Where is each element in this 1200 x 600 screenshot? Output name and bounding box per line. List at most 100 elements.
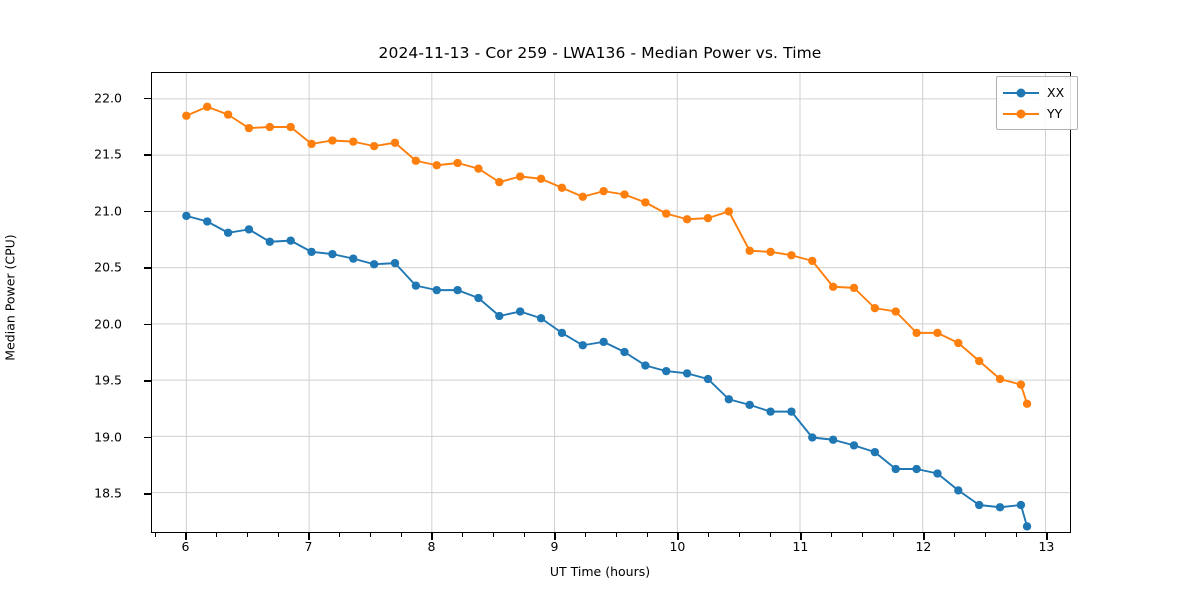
data-point-yy bbox=[307, 139, 316, 149]
data-point-xx bbox=[641, 361, 650, 370]
x-minor-tick bbox=[492, 533, 495, 537]
x-tick-mark bbox=[431, 533, 433, 540]
data-point-xx bbox=[349, 254, 358, 263]
data-point-xx bbox=[411, 281, 421, 290]
x-tick-label: 13 bbox=[1038, 539, 1055, 554]
y-tick-label: 21.5 bbox=[94, 146, 122, 162]
y-tick-label: 22.0 bbox=[94, 90, 122, 106]
data-point-yy bbox=[453, 158, 462, 168]
x-tick-label: 11 bbox=[792, 539, 809, 554]
data-point-xx bbox=[244, 225, 254, 234]
y-tick-mark bbox=[144, 493, 151, 495]
x-tick-label: 12 bbox=[915, 539, 932, 554]
plot-area bbox=[151, 72, 1071, 533]
y-tick-label: 19.0 bbox=[94, 429, 122, 445]
series-line-xx bbox=[185, 214, 1028, 528]
x-tick-mark bbox=[677, 533, 679, 540]
data-point-yy bbox=[641, 198, 650, 207]
legend-marker-icon bbox=[1016, 109, 1026, 118]
data-point-xx bbox=[766, 407, 775, 416]
x-minor-tick bbox=[984, 533, 987, 537]
data-point-yy bbox=[745, 246, 754, 255]
data-point-xx bbox=[808, 433, 817, 442]
data-point-xx bbox=[599, 337, 608, 347]
legend-item-xx[interactable]: XX bbox=[1003, 82, 1069, 103]
legend-swatch-yy bbox=[1003, 109, 1039, 118]
data-point-xx bbox=[954, 486, 963, 495]
data-point-yy bbox=[849, 283, 859, 293]
data-point-xx bbox=[557, 328, 567, 338]
data-point-xx bbox=[265, 237, 275, 246]
data-point-yy bbox=[495, 177, 504, 187]
data-point-yy bbox=[828, 282, 838, 291]
data-point-yy bbox=[1016, 380, 1026, 389]
data-point-yy bbox=[974, 356, 984, 366]
data-point-yy bbox=[536, 174, 546, 183]
x-minor-tick bbox=[462, 533, 464, 537]
data-point-yy bbox=[244, 123, 254, 133]
legend-item-yy[interactable]: YY bbox=[1003, 103, 1069, 124]
x-tick-mark bbox=[308, 533, 310, 540]
x-minor-tick bbox=[769, 533, 771, 537]
data-point-xx bbox=[286, 236, 295, 245]
data-point-xx bbox=[620, 347, 629, 357]
data-point-yy bbox=[265, 122, 275, 132]
x-tick-label: 9 bbox=[550, 539, 559, 554]
data-point-yy bbox=[349, 137, 358, 146]
data-point-xx bbox=[662, 366, 671, 376]
data-point-yy bbox=[808, 256, 817, 266]
grid-lines bbox=[152, 73, 1070, 532]
x-minor-tick bbox=[369, 533, 372, 537]
x-minor-tick bbox=[154, 533, 156, 537]
y-tick-label: 18.5 bbox=[94, 485, 122, 501]
data-point-xx bbox=[974, 500, 984, 510]
x-minor-tick bbox=[738, 533, 741, 537]
data-point-xx bbox=[453, 285, 462, 295]
x-tick-label: 6 bbox=[181, 539, 190, 554]
data-point-xx bbox=[933, 469, 942, 478]
data-point-yy bbox=[369, 141, 379, 151]
data-point-yy bbox=[870, 303, 880, 313]
data-point-yy bbox=[474, 164, 483, 173]
y-tick-label: 20.5 bbox=[94, 259, 122, 275]
data-point-xx bbox=[390, 258, 400, 268]
data-point-xx bbox=[307, 247, 316, 257]
data-point-yy bbox=[432, 161, 441, 170]
x-tick-mark bbox=[185, 533, 187, 540]
data-point-yy bbox=[662, 209, 671, 218]
x-minor-tick bbox=[523, 533, 525, 537]
y-tick-mark bbox=[144, 210, 151, 213]
data-point-yy bbox=[223, 110, 233, 119]
data-series-layer bbox=[182, 102, 1032, 531]
data-point-xx bbox=[724, 395, 734, 404]
data-point-xx bbox=[1022, 522, 1032, 531]
x-minor-tick bbox=[861, 533, 864, 537]
x-tick-mark bbox=[923, 533, 925, 540]
legend[interactable]: XX YY bbox=[996, 76, 1078, 130]
data-point-yy bbox=[578, 192, 587, 201]
x-tick-mark bbox=[800, 533, 802, 540]
y-tick-label: 19.5 bbox=[94, 372, 122, 388]
x-minor-tick bbox=[708, 533, 710, 537]
data-point-xx bbox=[203, 217, 212, 226]
y-tick-mark bbox=[144, 154, 151, 156]
x-minor-tick bbox=[585, 533, 587, 537]
data-point-yy bbox=[682, 215, 692, 224]
data-point-xx bbox=[515, 307, 525, 316]
y-tick-label: 21.0 bbox=[94, 203, 122, 219]
data-point-yy bbox=[787, 251, 796, 260]
x-minor-tick bbox=[615, 533, 618, 537]
x-tick-label: 7 bbox=[304, 539, 313, 554]
x-minor-tick bbox=[400, 533, 402, 537]
data-point-yy bbox=[286, 122, 295, 132]
y-tick-mark bbox=[144, 97, 151, 100]
data-point-yy bbox=[703, 213, 713, 223]
x-minor-tick bbox=[646, 533, 648, 537]
y-tick-mark bbox=[144, 436, 151, 439]
y-axis-label: Median Power (CPU) bbox=[2, 234, 18, 361]
legend-label: XX bbox=[1047, 85, 1065, 100]
x-minor-tick bbox=[954, 533, 956, 537]
data-point-xx bbox=[891, 464, 900, 474]
data-point-xx bbox=[745, 400, 754, 410]
data-point-xx bbox=[912, 464, 921, 474]
